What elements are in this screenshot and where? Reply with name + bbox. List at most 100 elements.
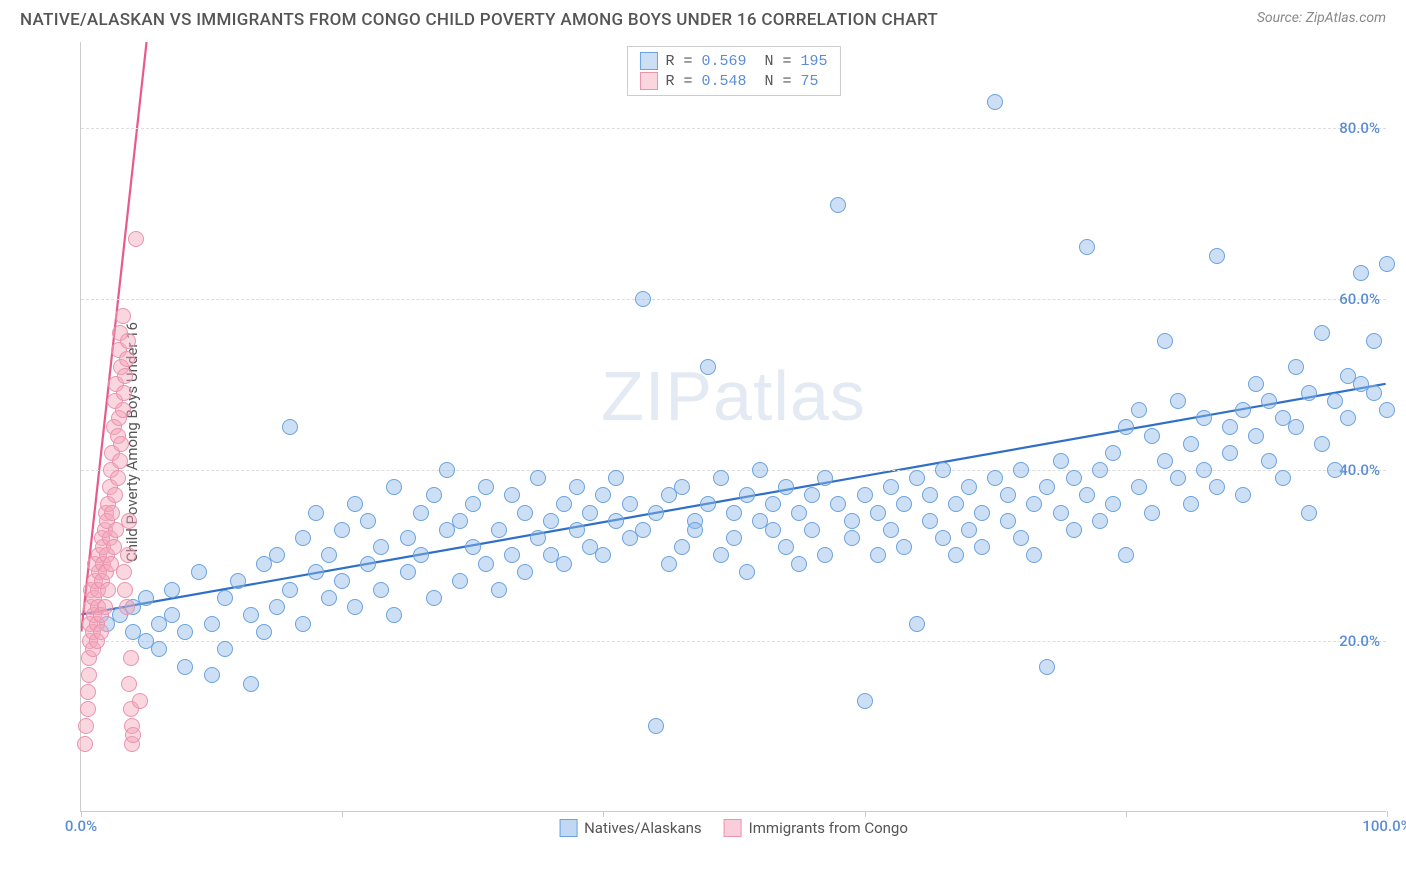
x-tick [865,811,866,817]
data-point [1288,359,1304,375]
data-point [870,547,886,563]
data-point [256,624,272,640]
data-point [1261,393,1277,409]
data-point [243,607,259,623]
data-point [120,547,136,563]
data-point [1183,496,1199,512]
data-point [113,436,129,452]
data-point [77,736,93,752]
data-point [119,599,135,615]
data-point [948,496,964,512]
data-point [608,513,624,529]
data-point [635,291,651,307]
data-point [426,590,442,606]
legend-swatch [559,819,577,837]
data-point [1248,428,1264,444]
data-point [961,479,977,495]
data-point [974,539,990,555]
data-point [1209,479,1225,495]
data-point [556,496,572,512]
data-point [791,556,807,572]
data-point [817,470,833,486]
data-point [1183,436,1199,452]
data-point [128,231,144,247]
data-point [110,470,126,486]
data-point [132,693,148,709]
data-point [922,487,938,503]
legend-series: Natives/AlaskansImmigrants from Congo [559,819,908,837]
data-point [739,487,755,503]
data-point [857,693,873,709]
data-point [164,582,180,598]
data-point [817,547,833,563]
data-point [1379,256,1395,272]
data-point [386,479,402,495]
data-point [282,582,298,598]
data-point [119,351,135,367]
data-point [713,470,729,486]
data-point [739,564,755,580]
data-point [112,453,128,469]
data-point [1248,376,1264,392]
data-point [121,676,137,692]
data-point [543,513,559,529]
data-point [830,197,846,213]
legend-series-item: Immigrants from Congo [724,819,908,837]
data-point [151,641,167,657]
data-point [622,496,638,512]
data-point [870,505,886,521]
data-point [1314,325,1330,341]
data-point [1301,385,1317,401]
legend-series-label: Immigrants from Congo [749,819,908,837]
data-point [1366,385,1382,401]
data-point [791,505,807,521]
data-point [569,522,585,538]
data-point [1105,496,1121,512]
data-point [1314,436,1330,452]
data-point [78,718,94,734]
y-tick-label: 20.0% [1339,632,1380,650]
data-point [1079,487,1095,503]
data-point [1301,505,1317,521]
data-point [713,547,729,563]
data-point [674,539,690,555]
data-point [465,539,481,555]
x-tick-label: 100.0% [1362,817,1406,835]
data-point [1066,470,1082,486]
trend-lines [81,42,1386,811]
data-point [883,479,899,495]
data-point [1000,513,1016,529]
x-tick [342,811,343,817]
data-point [909,470,925,486]
data-point [700,359,716,375]
data-point [478,479,494,495]
data-point [608,470,624,486]
data-point [830,496,846,512]
data-point [1340,410,1356,426]
data-point [104,505,120,521]
data-point [569,479,585,495]
legend-swatch [639,72,657,90]
legend-swatch [639,52,657,70]
legend-correlation-row: R = 0.548 N = 75 [639,71,827,91]
data-point [295,530,311,546]
data-point [726,505,742,521]
legend-correlation-row: R = 0.569 N = 195 [639,51,827,71]
data-point [844,513,860,529]
data-point [120,333,136,349]
data-point [648,505,664,521]
data-point [661,556,677,572]
data-point [1222,445,1238,461]
data-point [922,513,938,529]
data-point [452,513,468,529]
data-point [1209,248,1225,264]
data-point [1157,333,1173,349]
data-point [1131,479,1147,495]
data-point [1353,265,1369,281]
data-point [1118,419,1134,435]
data-point [752,462,768,478]
data-point [204,616,220,632]
data-point [1026,496,1042,512]
data-point [308,564,324,580]
data-point [400,564,416,580]
